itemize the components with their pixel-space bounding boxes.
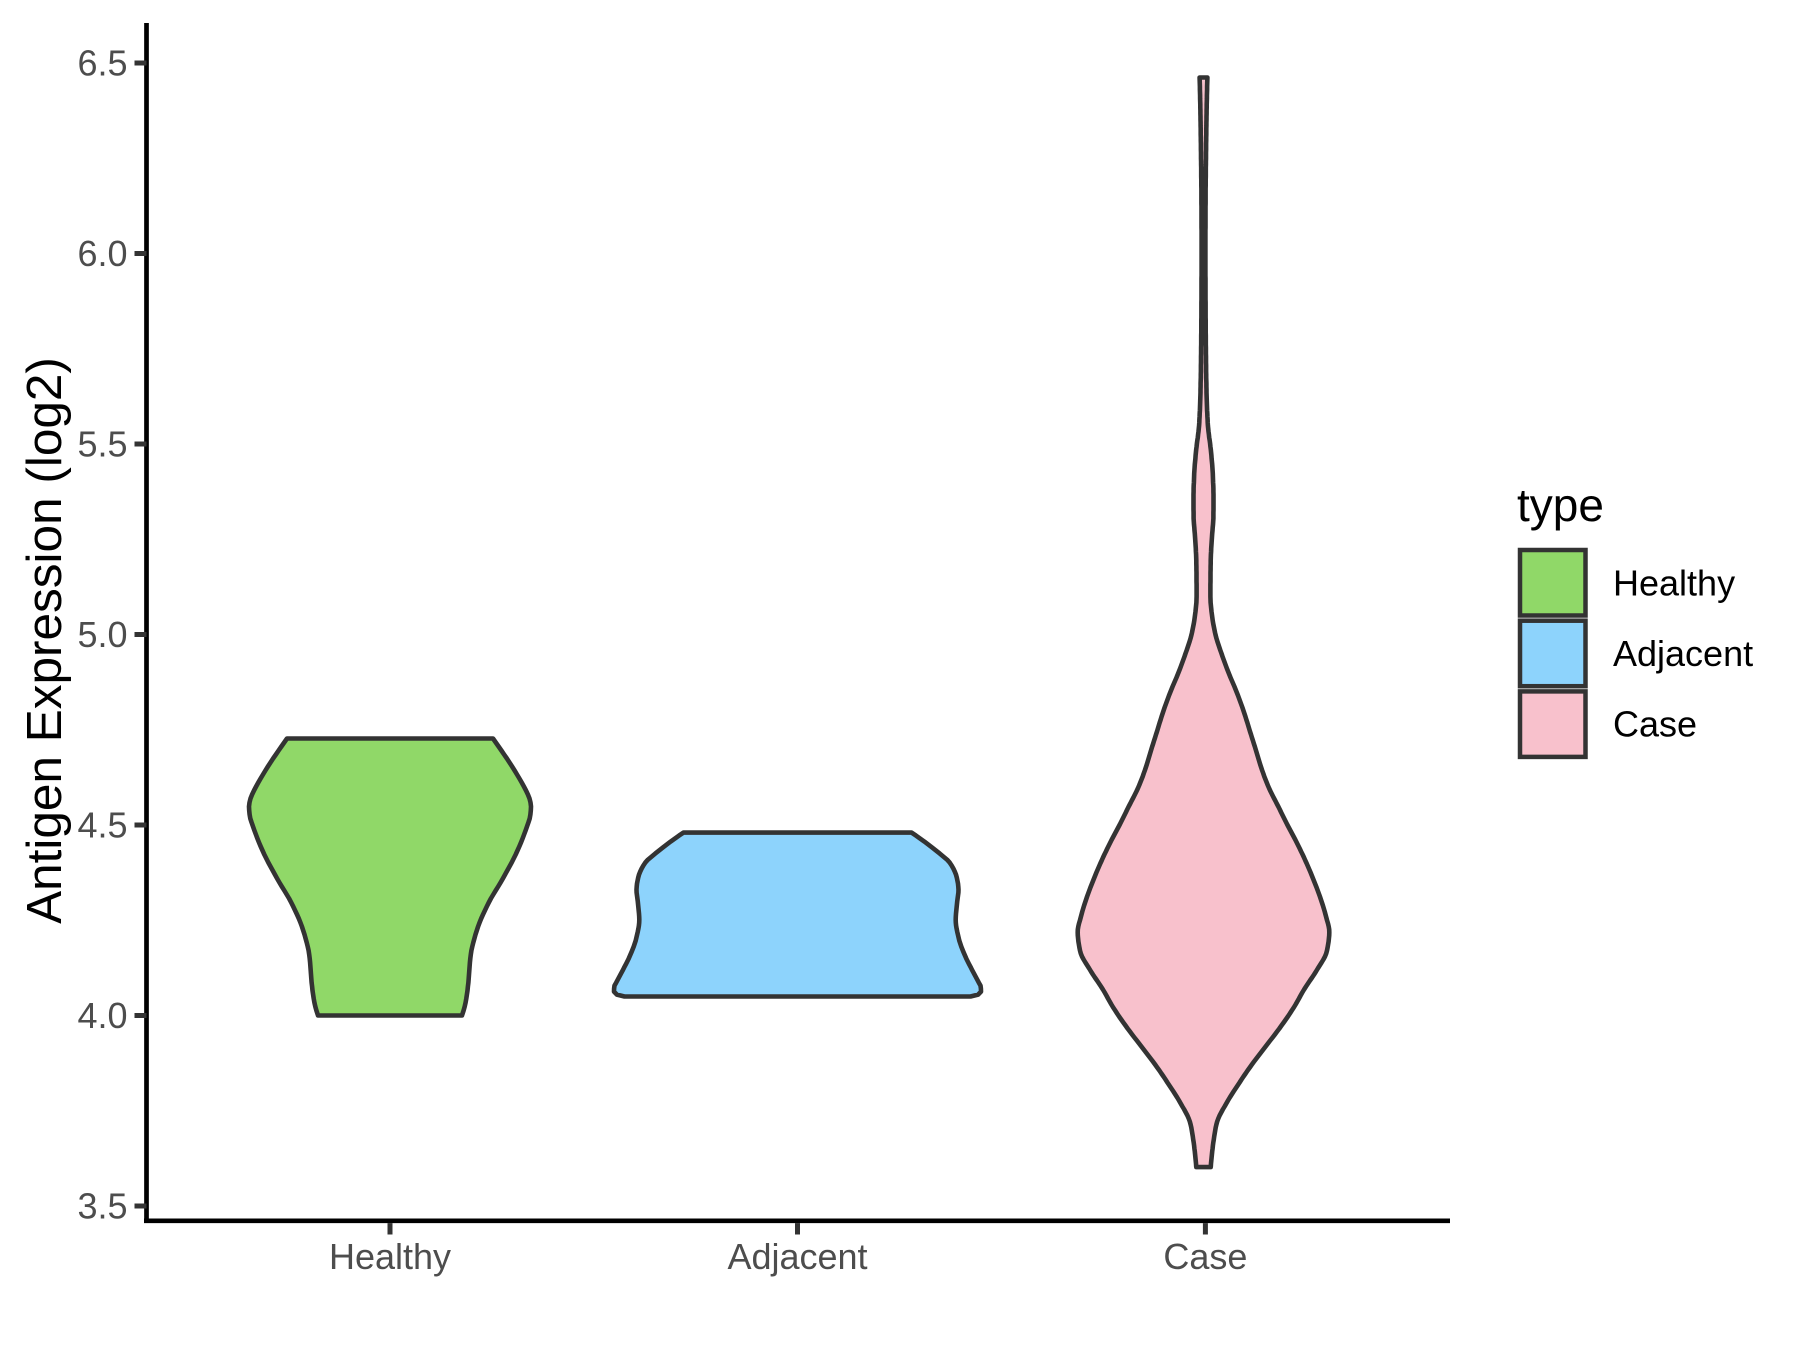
svg-text:3.5: 3.5: [77, 1186, 127, 1227]
svg-text:4.5: 4.5: [77, 805, 127, 846]
svg-text:6.5: 6.5: [77, 43, 127, 84]
svg-text:type: type: [1517, 479, 1604, 531]
svg-text:5.0: 5.0: [77, 614, 127, 655]
svg-text:4.0: 4.0: [77, 995, 127, 1036]
svg-text:Case: Case: [1163, 1236, 1247, 1277]
svg-text:Healthy: Healthy: [1613, 562, 1735, 603]
svg-text:Antigen Expression (log2): Antigen Expression (log2): [17, 357, 72, 924]
svg-text:6.0: 6.0: [77, 233, 127, 274]
svg-text:Adjacent: Adjacent: [1613, 633, 1753, 674]
svg-text:Healthy: Healthy: [329, 1236, 451, 1277]
svg-text:5.5: 5.5: [77, 424, 127, 465]
svg-text:Adjacent: Adjacent: [727, 1236, 867, 1277]
svg-text:Case: Case: [1613, 704, 1697, 745]
